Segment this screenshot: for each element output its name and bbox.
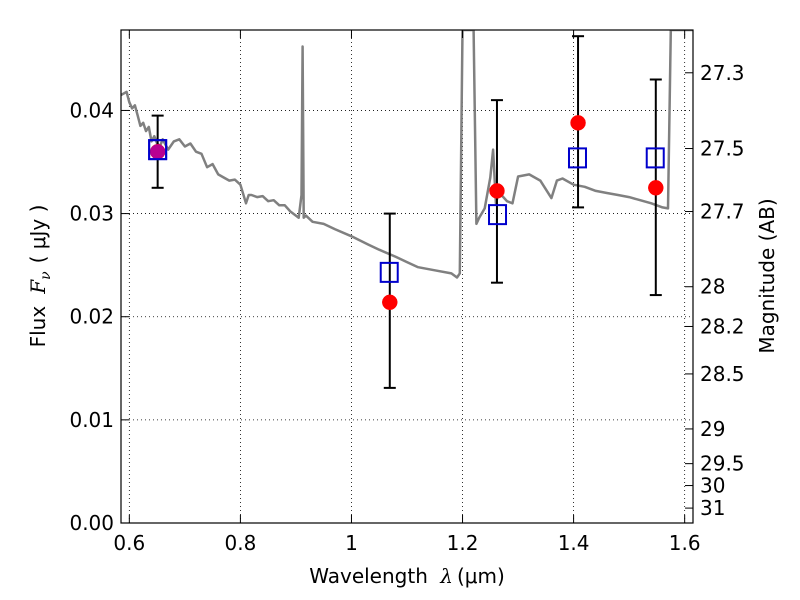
x-axis-label: Wavelength λ (μm) xyxy=(309,564,505,588)
overlap-point xyxy=(150,144,166,160)
ticks: 0.6 0.8 1 1.2 1.4 1.6 0.00 0.01 0.02 0.03 0.04 27.3… xyxy=(69,30,745,555)
y-axis-label-unit: ( μJy ) xyxy=(26,205,50,264)
model-band-square xyxy=(379,261,399,283)
x-tick-label: 1 xyxy=(345,531,358,555)
x-tick-label: 1.2 xyxy=(447,531,479,555)
mag-tick-label: 29.5 xyxy=(700,452,745,476)
mag-tick-label: 28.2 xyxy=(700,314,745,338)
x-tick-label: 1.6 xyxy=(669,531,701,555)
markers xyxy=(148,115,665,311)
y-tick-label: 0.01 xyxy=(69,408,114,432)
x-axis-label-symbol: λ xyxy=(439,564,453,588)
observed-flux-point xyxy=(648,180,664,196)
mag-tick-label: 27.7 xyxy=(700,200,745,224)
y-tick-label: 0.00 xyxy=(69,511,114,535)
x-axis-label-prefix: Wavelength xyxy=(309,564,428,588)
mag-tick-label: 28.5 xyxy=(700,362,745,386)
plot-area xyxy=(121,30,693,523)
mag-tick-label: 27.5 xyxy=(700,137,745,161)
y-axis-label-prefix: Flux xyxy=(26,306,50,348)
y-axis-label-symbol: F xyxy=(26,279,50,295)
mag-tick-label: 30 xyxy=(700,474,725,498)
model-band-square xyxy=(488,204,508,226)
mag-tick-label: 28 xyxy=(700,275,725,299)
y-tick-label: 0.03 xyxy=(69,202,114,226)
x-axis-label-unit: (μm) xyxy=(457,564,505,588)
mag-tick-label: 31 xyxy=(700,496,725,520)
model-band-square-front xyxy=(148,139,168,161)
y-tick-label: 0.04 xyxy=(69,98,114,122)
model-band-square xyxy=(645,147,665,169)
x-tick-label: 0.6 xyxy=(113,531,145,555)
y-tick-label: 0.02 xyxy=(69,305,114,329)
model-band-square xyxy=(567,147,587,169)
mag-tick-label: 27.3 xyxy=(700,61,745,85)
y-axis-label-subscript: ν xyxy=(38,271,54,280)
plot-frame xyxy=(120,29,694,524)
observed-flux-point xyxy=(489,183,505,199)
right-axis-label: Magnitude (AB) xyxy=(755,198,779,353)
y-axis-label: Flux Fν ( μJy ) xyxy=(26,205,54,348)
x-tick-label: 0.8 xyxy=(224,531,256,555)
x-tick-label: 1.4 xyxy=(558,531,590,555)
observed-flux-point xyxy=(382,294,398,311)
mag-tick-label: 29 xyxy=(700,417,725,441)
observed-flux-point xyxy=(570,115,586,131)
